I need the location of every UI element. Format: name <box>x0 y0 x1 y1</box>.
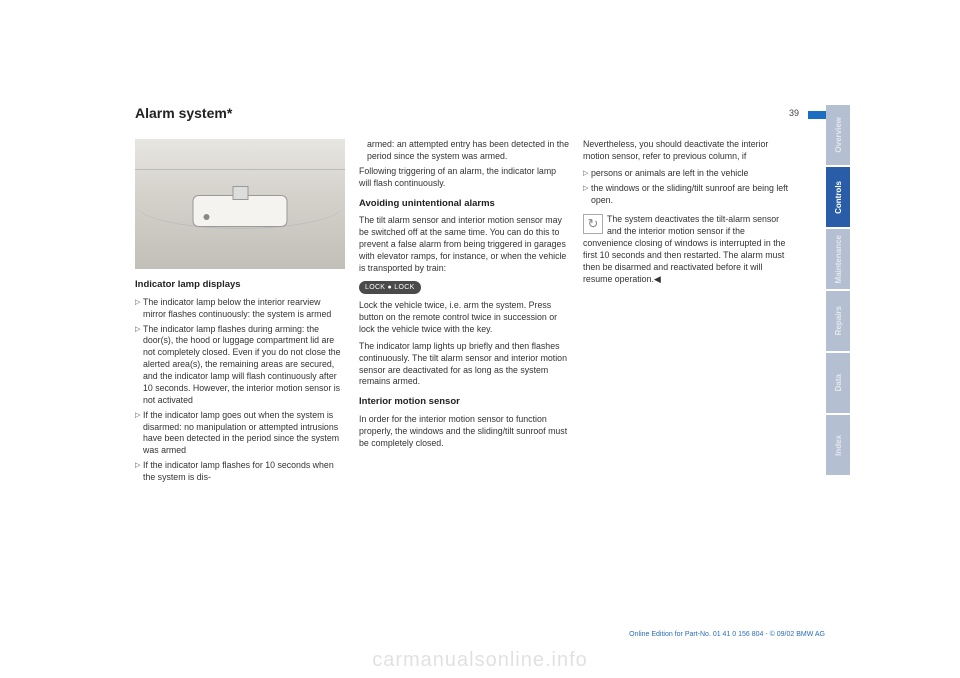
paragraph: The indicator lamp lights up briefly and… <box>359 341 569 389</box>
side-tabs: Overview Controls Maintenance Repairs Da… <box>826 105 850 477</box>
bullet-icon: ▷ <box>135 324 143 407</box>
tab-maintenance[interactable]: Maintenance <box>826 229 850 289</box>
note-paragraph: ↻ The system deactivates the tilt-alarm … <box>583 214 793 285</box>
tab-label: Maintenance <box>834 235 843 283</box>
tab-index[interactable]: Index <box>826 415 850 475</box>
bullet-text: The indicator lamp below the interior re… <box>143 297 345 321</box>
bullet-icon: ▷ <box>135 460 143 484</box>
paragraph: Following triggering of an alarm, the in… <box>359 166 569 190</box>
lock-lock-icon: LOCK ● LOCK <box>359 281 421 294</box>
tab-label: Controls <box>834 181 843 214</box>
bullet-text: The indicator lamp flashes during arming… <box>143 324 345 407</box>
tab-label: Data <box>834 374 843 391</box>
content-columns: Indicator lamp displays ▷The indicator l… <box>135 139 805 487</box>
indicator-dot <box>204 214 210 220</box>
subhead-interior: Interior motion sensor <box>359 396 569 409</box>
mirror-figure <box>135 139 345 269</box>
bullet-text: If the indicator lamp goes out when the … <box>143 410 345 458</box>
note-text: The system deactivates the tilt-alarm se… <box>583 214 785 283</box>
bullet-text: If the indicator lamp flashes for 10 sec… <box>143 460 345 484</box>
paragraph: Lock the vehicle twice, i.e. arm the sys… <box>359 300 569 336</box>
page-header: Alarm system* 39 <box>135 105 805 121</box>
page-title: Alarm system* <box>135 105 232 121</box>
bullet-text: persons or animals are left in the vehic… <box>591 168 793 180</box>
tab-label: Index <box>834 435 843 456</box>
paragraph: In order for the interior motion sensor … <box>359 414 569 450</box>
lock-icon-row: LOCK ● LOCK <box>359 281 569 294</box>
column-3: Nevertheless, you should deactivate the … <box>583 139 793 487</box>
footer-text: Online Edition for Part-No. 01 41 0 156 … <box>629 631 825 638</box>
bullet-icon: ▷ <box>135 297 143 321</box>
bullet-text: the windows or the sliding/tilt sunroof … <box>591 183 793 207</box>
manual-page: Alarm system* 39 Indicator lamp displays… <box>135 105 805 585</box>
list-item: ▷If the indicator lamp goes out when the… <box>135 410 345 458</box>
list-item: ▷persons or animals are left in the vehi… <box>583 168 793 180</box>
subhead-avoiding: Avoiding unintentional alarms <box>359 198 569 211</box>
page-number: 39 <box>789 108 799 118</box>
tab-data[interactable]: Data <box>826 353 850 413</box>
bullet-icon: ▷ <box>135 410 143 458</box>
bullet-icon: ▷ <box>583 168 591 180</box>
tab-label: Repairs <box>834 306 843 335</box>
tab-repairs[interactable]: Repairs <box>826 291 850 351</box>
subhead-indicator: Indicator lamp displays <box>135 279 345 292</box>
column-1: Indicator lamp displays ▷The indicator l… <box>135 139 345 487</box>
info-icon: ↻ <box>583 214 603 234</box>
watermark: carmanualsonline.info <box>372 649 588 672</box>
list-item-cont: armed: an attempted entry has been detec… <box>367 139 569 163</box>
tab-label: Overview <box>834 117 843 153</box>
list-item: ▷The indicator lamp below the interior r… <box>135 297 345 321</box>
bullet-icon: ▷ <box>583 183 591 207</box>
list-item: ▷the windows or the sliding/tilt sunroof… <box>583 183 793 207</box>
bullet-text: armed: an attempted entry has been detec… <box>367 139 569 163</box>
paragraph: The tilt alarm sensor and interior motio… <box>359 215 569 274</box>
tab-overview[interactable]: Overview <box>826 105 850 165</box>
list-item: ▷The indicator lamp flashes during armin… <box>135 324 345 407</box>
paragraph: Nevertheless, you should deactivate the … <box>583 139 793 163</box>
tab-controls[interactable]: Controls <box>826 167 850 227</box>
list-item: ▷If the indicator lamp flashes for 10 se… <box>135 460 345 484</box>
rearview-mirror-shape <box>193 195 288 227</box>
column-2: armed: an attempted entry has been detec… <box>359 139 569 487</box>
